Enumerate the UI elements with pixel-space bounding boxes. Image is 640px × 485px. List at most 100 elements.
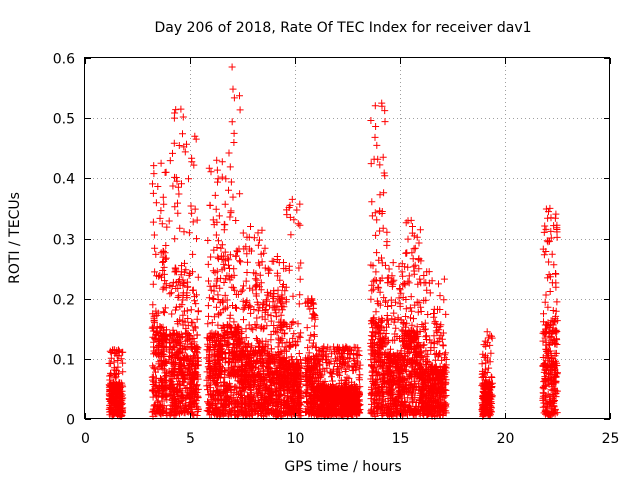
data-point — [380, 189, 387, 196]
data-point — [189, 251, 196, 258]
data-point — [159, 286, 166, 293]
data-point — [169, 183, 176, 190]
data-point — [372, 102, 379, 109]
data-point — [194, 217, 201, 224]
data-point — [166, 290, 173, 297]
data-point — [373, 216, 380, 223]
data-point — [370, 278, 377, 285]
data-point — [205, 313, 212, 320]
data-point — [179, 130, 186, 137]
data-point — [186, 229, 193, 236]
data-point — [204, 320, 211, 327]
points-layer — [106, 64, 561, 421]
data-point — [177, 106, 184, 113]
data-point — [368, 287, 375, 294]
data-point — [226, 150, 233, 157]
data-point — [174, 210, 181, 217]
data-point — [296, 201, 303, 208]
data-point — [406, 272, 413, 279]
data-point — [383, 242, 390, 249]
data-point — [213, 304, 220, 311]
data-point — [150, 170, 157, 177]
data-point — [255, 242, 262, 249]
data-point — [210, 296, 217, 303]
data-point — [306, 349, 313, 356]
data-point — [295, 265, 302, 272]
data-point — [222, 175, 229, 182]
data-point — [169, 150, 176, 157]
data-point — [188, 319, 195, 326]
data-point — [195, 274, 202, 281]
data-point — [186, 272, 193, 279]
data-point — [396, 285, 403, 292]
data-point — [179, 312, 186, 319]
data-point — [396, 294, 403, 301]
data-point — [171, 115, 178, 122]
data-point — [192, 206, 199, 213]
data-point — [274, 253, 281, 260]
data-point — [204, 237, 211, 244]
data-point — [383, 229, 390, 236]
data-point — [160, 201, 167, 208]
data-point — [151, 245, 158, 252]
data-point — [167, 157, 174, 164]
data-point — [239, 287, 246, 294]
data-point — [257, 272, 264, 279]
data-point — [296, 300, 303, 307]
data-point — [190, 287, 197, 294]
data-point — [214, 291, 221, 298]
data-point — [182, 148, 189, 155]
data-point — [161, 309, 168, 316]
data-point — [181, 228, 188, 235]
data-point — [378, 100, 385, 107]
data-point — [221, 279, 228, 286]
data-point — [160, 194, 167, 201]
data-point — [368, 198, 375, 205]
data-point — [232, 304, 239, 311]
data-point — [371, 277, 378, 284]
data-point — [372, 134, 379, 141]
data-point — [149, 301, 156, 308]
data-point — [253, 315, 260, 322]
data-point — [270, 298, 277, 305]
data-point — [215, 175, 222, 182]
data-point — [231, 130, 238, 137]
data-point — [246, 285, 253, 292]
data-point — [435, 280, 442, 287]
data-point — [163, 224, 170, 231]
data-point — [229, 118, 236, 125]
data-point — [440, 296, 447, 303]
data-point — [214, 167, 221, 174]
data-point — [380, 294, 387, 301]
data-point — [163, 169, 170, 176]
data-point — [410, 315, 417, 322]
data-point — [411, 271, 418, 278]
data-point — [407, 314, 414, 321]
data-point — [213, 206, 220, 213]
data-point — [416, 276, 423, 283]
data-point — [386, 266, 393, 273]
data-point — [152, 251, 159, 258]
data-point — [225, 187, 232, 194]
data-point — [233, 252, 240, 259]
data-point — [159, 259, 166, 266]
data-point — [240, 316, 247, 323]
data-point — [409, 223, 416, 230]
data-point — [392, 325, 399, 332]
data-point — [190, 218, 197, 225]
data-point — [279, 306, 286, 313]
data-point — [161, 277, 168, 284]
data-point — [402, 313, 409, 320]
data-point — [293, 207, 300, 214]
data-point — [206, 165, 213, 172]
data-point — [184, 284, 191, 291]
data-point — [442, 349, 449, 356]
data-point — [207, 254, 214, 261]
data-point — [221, 226, 228, 233]
data-point — [119, 368, 126, 375]
data-point — [372, 232, 379, 239]
data-point — [270, 258, 277, 265]
data-point — [424, 311, 431, 318]
